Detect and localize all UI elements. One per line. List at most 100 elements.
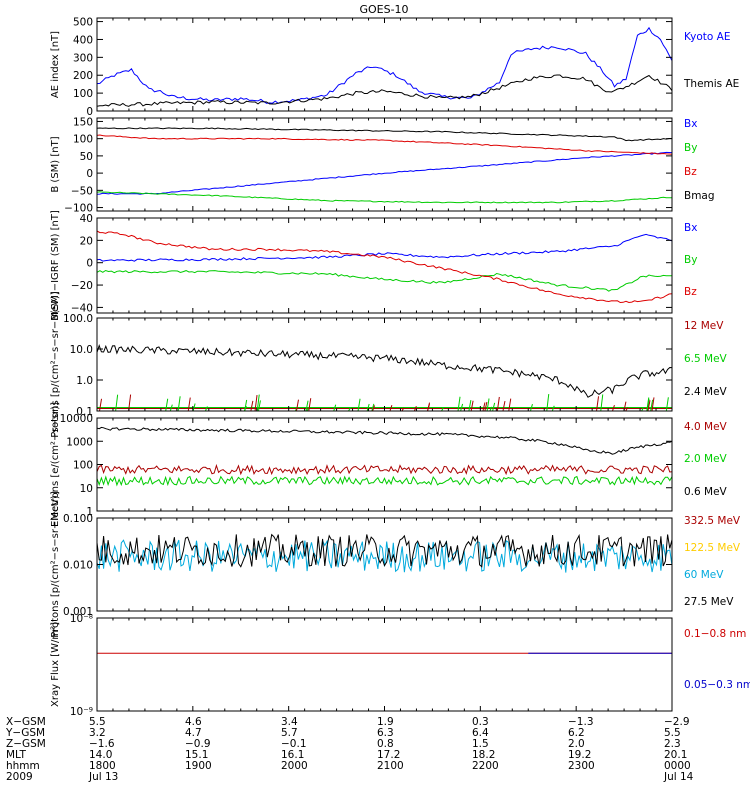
legend-entry: 122.5 MeV [684,542,741,554]
y-tick-label: 0.1 [76,406,93,418]
series-line-5-1 [97,463,672,476]
data-spike [551,405,555,411]
footer-value: 2.3 [664,738,681,750]
legend-entry: Bz [684,166,697,178]
y-tick-label: 1000 [66,436,93,448]
plot-frame [96,117,673,212]
y-tick-label: 100.0 [63,313,93,325]
panel-1: 0 100 200 300 400 500 AE index [nT] Kyoto AE The… [50,17,739,118]
legend-entry: 2.0 MeV [684,453,728,465]
legend-entry: 12 MeV [684,320,724,332]
series-line-4-3 [97,344,672,398]
legend-entry: 6.5 MeV [684,353,728,365]
series-line-1-2 [97,74,672,107]
legend-entry: Bmag [684,190,715,202]
footer-value: 0.8 [377,738,394,750]
footer-value: 2300 [568,760,595,772]
y-tick-label: 100 [73,134,93,146]
data-spike [441,407,444,411]
footer-value: 14.0 [89,749,112,761]
data-spike [295,399,299,411]
data-spike [389,405,393,411]
data-spike [192,403,196,411]
y-axis-label: B (SM) [nT] [50,136,61,192]
y-tick-label: 500 [73,17,93,29]
y-tick-label: −20 [71,280,93,292]
plot-frame [96,617,673,712]
y-tick-label: 150 [73,116,93,128]
data-spike [401,407,405,411]
footer-value: 2.0 [568,738,585,750]
legend-entry: 0.05−0.3 nm [684,679,750,691]
footer-value: 1.9 [377,716,394,728]
series-group [97,533,672,573]
y-tick-label: 0 [86,258,93,270]
y-tick-label: 300 [73,52,93,64]
y-tick-label: 100 [73,88,93,100]
y-axis-label: B(SM)−IGRF (SM) [nT] [50,210,61,321]
data-spike [256,394,260,411]
data-spike [651,397,655,411]
data-spike [115,394,119,411]
footer-value: 6.2 [568,727,585,739]
footer-value: −0.9 [185,738,211,750]
data-spike [508,398,512,411]
data-spike [625,407,629,411]
data-spike [366,403,370,411]
data-spike [250,400,254,411]
footer-value: 2200 [472,760,499,772]
y-axis-label: AE index [nT] [50,31,61,98]
y-axis-label: Protons [p/(cm²−s−sr−MeV)] [50,291,61,438]
y-tick-label: −50 [71,185,93,197]
footer-value: 1.5 [472,738,489,750]
footer-value: Jul 14 [663,771,694,783]
panel-2: −100 −50 0 50 100 150 B (SM) [nT] Bx By Bz Bmag [50,116,715,214]
footer-value: 3.4 [281,716,298,728]
data-spike [333,404,337,411]
data-spike [650,399,654,411]
y-tick-label: 0.100 [63,513,93,525]
y-tick-label: 1.0 [76,375,93,387]
y-tick-label: 10⁻⁹ [70,706,93,718]
footer-row-label: MLT [6,749,26,761]
data-spike [529,404,533,411]
series-line-2-1 [97,151,672,195]
footer-value: 2000 [281,760,308,772]
footer-value: 5.5 [89,716,106,728]
data-spike [646,398,650,411]
data-spike [254,394,258,411]
series-line-3-3 [97,230,672,304]
series-line-2-4 [97,127,672,142]
y-tick-label: 1 [86,506,93,518]
legend-entry: 0.1−0.8 nm [684,628,746,640]
data-spike [413,406,417,411]
footer-value: 5.5 [664,727,681,739]
legend-entry: 4.0 MeV [684,421,728,433]
y-tick-label: 40 [80,213,93,225]
data-spike [470,400,474,411]
data-spike [492,402,496,411]
data-spike [647,400,651,411]
y-tick-label: −40 [71,302,93,314]
y-axis-label: Protons [p/(cm²−s−sr−MeV)] [50,491,61,638]
data-spike [482,402,486,411]
data-spike [177,396,181,411]
y-tick-label: 10⁻⁸ [70,613,93,625]
data-spike [460,403,464,411]
y-tick-label: 10.0 [70,344,93,356]
data-spike [165,398,169,411]
legend-entry: Bx [684,118,697,130]
footer-value: 6.3 [377,727,394,739]
legend-entry: 2.4 MeV [684,386,728,398]
panel-7: 10⁻⁹ 10⁻⁸ Xray Flux [W/m²] 0.1−0.8 nm 0.05−0… [50,613,750,718]
series-line-6-3 [97,539,672,573]
footer-value: −1.6 [89,738,115,750]
legend-entry: Themis AE [683,78,739,90]
series-line-6-4 [97,533,672,568]
y-tick-label: 0 [86,106,93,118]
footer-row-label: hhmm [6,760,40,772]
data-spike [468,399,472,411]
data-spike [546,394,550,411]
